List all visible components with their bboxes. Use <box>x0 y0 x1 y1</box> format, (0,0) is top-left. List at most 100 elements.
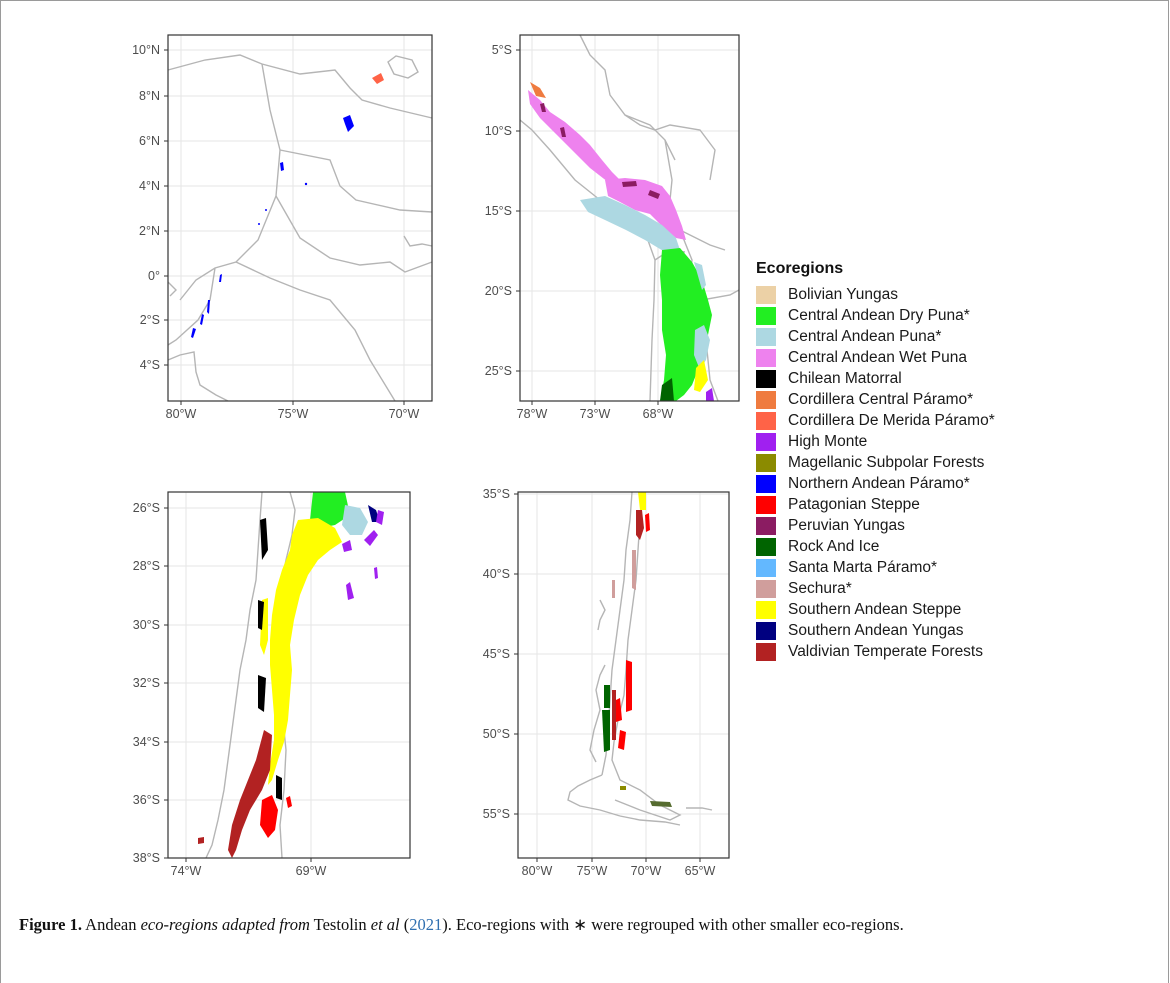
ecoregion-patches <box>191 73 384 338</box>
legend-title: Ecoregions <box>756 260 844 277</box>
x-axis: 80°W 75°W 70°W <box>166 401 420 421</box>
legend-swatch <box>756 285 776 304</box>
y-tick-label: 5°S <box>492 43 512 57</box>
legend-swatch <box>756 369 776 388</box>
y-tick-label: 55°S <box>483 807 510 821</box>
patch-cordillera-central <box>530 82 546 98</box>
legend-swatch <box>756 411 776 430</box>
x-tick-label: 69°W <box>296 864 327 878</box>
patch-rock-and-ice <box>660 378 674 401</box>
y-tick-label: 0° <box>148 269 160 283</box>
legend-item: Cordillera De Merida Páramo* <box>756 410 1086 431</box>
patch-valdivian-temperate-forests <box>198 837 204 844</box>
caption-text: ( <box>399 915 410 934</box>
legend-item: Valdivian Temperate Forests <box>756 641 1086 662</box>
x-tick-label: 75°W <box>278 407 309 421</box>
ecoregions-legend: Ecoregions Bolivian Yungas Central Andean… <box>756 258 1086 662</box>
y-tick-label: 10°S <box>485 124 512 138</box>
y-axis: 35°S 40°S 45°S 50°S 55°S <box>483 487 518 821</box>
patch-northern-andean-paramo <box>265 209 267 211</box>
patch-rock-and-ice <box>604 685 610 708</box>
map-panel-north-andes: 10°N 8°N 6°N 4°N 2°N 0° 2°S 4°S 80°W 75°… <box>0 0 440 421</box>
caption-italic: et al <box>370 915 400 934</box>
legend-item: Magellanic Subpolar Forests <box>756 452 1086 473</box>
legend-label: High Monte <box>788 432 868 450</box>
y-tick-label: 20°S <box>485 284 512 298</box>
patch-magellanic-subpolar <box>650 801 672 807</box>
patch-central-andean-puna <box>342 505 368 535</box>
legend-item: Santa Marta Páramo* <box>756 557 1086 578</box>
patch-high-monte <box>346 582 354 600</box>
patch-valdivian-temperate-forests <box>228 730 272 858</box>
x-tick-label: 70°W <box>389 407 420 421</box>
patch-valdivian-temperate-forests <box>612 690 616 740</box>
patch-patagonian-steppe <box>618 730 626 750</box>
legend-swatch <box>756 327 776 346</box>
patch-southern-andean-steppe <box>694 360 708 392</box>
legend-label: Bolivian Yungas <box>788 285 899 303</box>
y-tick-label: 40°S <box>483 567 510 581</box>
x-tick-label: 68°W <box>643 407 674 421</box>
legend-swatch <box>756 558 776 577</box>
map-south-central-andes-svg: 26°S 28°S 30°S 32°S 34°S 36°S 38°S 74°W … <box>133 491 411 878</box>
legend-label: Central Andean Wet Puna <box>788 348 967 366</box>
patch-sechura <box>632 550 636 590</box>
frame-top-border <box>0 0 1168 1</box>
legend-label: Sechura* <box>788 579 852 597</box>
legend-swatch <box>756 600 776 619</box>
caption-italic: eco-regions adapted from <box>140 915 310 934</box>
y-tick-label: 2°S <box>140 313 160 327</box>
patch-high-monte <box>706 388 714 401</box>
patch-rock-and-ice <box>602 710 610 752</box>
y-tick-label: 4°N <box>139 179 160 193</box>
patch-cordillera-de-merida <box>372 73 384 84</box>
graticule <box>168 35 432 401</box>
legend-item: Southern Andean Steppe <box>756 599 1086 620</box>
citation-link[interactable]: 2021 <box>409 915 443 934</box>
legend-item: Peruvian Yungas <box>756 515 1086 536</box>
y-tick-label: 36°S <box>133 793 160 807</box>
x-tick-label: 78°W <box>517 407 548 421</box>
legend-swatch <box>756 579 776 598</box>
legend-item: Central Andean Puna* <box>756 326 1086 347</box>
legend-swatch <box>756 432 776 451</box>
patch-central-andean-wet-puna <box>528 90 620 182</box>
y-tick-label: 2°N <box>139 224 160 238</box>
legend-item: Central Andean Wet Puna <box>756 347 1086 368</box>
patch-peruvian-yungas <box>648 190 660 199</box>
y-axis: 26°S 28°S 30°S 32°S 34°S 36°S 38°S <box>133 501 168 865</box>
ecoregion-patches <box>198 492 384 858</box>
map-border <box>517 491 730 859</box>
legend-items: Bolivian Yungas Central Andean Dry Puna* C… <box>756 284 1086 662</box>
legend-swatch <box>756 348 776 367</box>
map-panel-patagonia: 35°S 40°S 45°S 50°S 55°S 80°W 75°W 70°W … <box>440 480 750 900</box>
map-panel-south-central-andes: 26°S 28°S 30°S 32°S 34°S 36°S 38°S 74°W … <box>0 480 440 900</box>
map-background <box>518 492 729 858</box>
y-tick-label: 4°S <box>140 358 160 372</box>
y-tick-label: 38°S <box>133 851 160 865</box>
patch-high-monte <box>374 567 378 579</box>
patch-chilean-matorral <box>258 675 266 712</box>
x-axis: 78°W 73°W 68°W <box>517 401 674 421</box>
map-panel-central-andes: 5°S 10°S 15°S 20°S 25°S 78°W 73°W 68°W <box>440 0 750 421</box>
legend-item: Chilean Matorral <box>756 368 1086 389</box>
patch-central-andean-puna <box>580 196 680 252</box>
patch-northern-andean-paramo <box>219 274 222 282</box>
legend-item: Central Andean Dry Puna* <box>756 305 1086 326</box>
map-patagonia-svg: 35°S 40°S 45°S 50°S 55°S 80°W 75°W 70°W … <box>483 487 730 878</box>
legend-item: High Monte <box>756 431 1086 452</box>
patch-northern-andean-paramo <box>207 300 210 314</box>
legend-swatch <box>756 516 776 535</box>
frame-right-border <box>1168 0 1169 983</box>
patch-chilean-matorral <box>258 600 264 630</box>
y-tick-label: 26°S <box>133 501 160 515</box>
legend-item: Sechura* <box>756 578 1086 599</box>
patch-high-monte <box>376 510 384 525</box>
patch-patagonian-steppe <box>645 513 650 532</box>
patch-northern-andean-paramo <box>191 328 196 338</box>
legend-label: Chilean Matorral <box>788 369 902 387</box>
patch-magellanic-subpolar <box>620 786 626 790</box>
y-tick-label: 45°S <box>483 647 510 661</box>
y-tick-label: 30°S <box>133 618 160 632</box>
